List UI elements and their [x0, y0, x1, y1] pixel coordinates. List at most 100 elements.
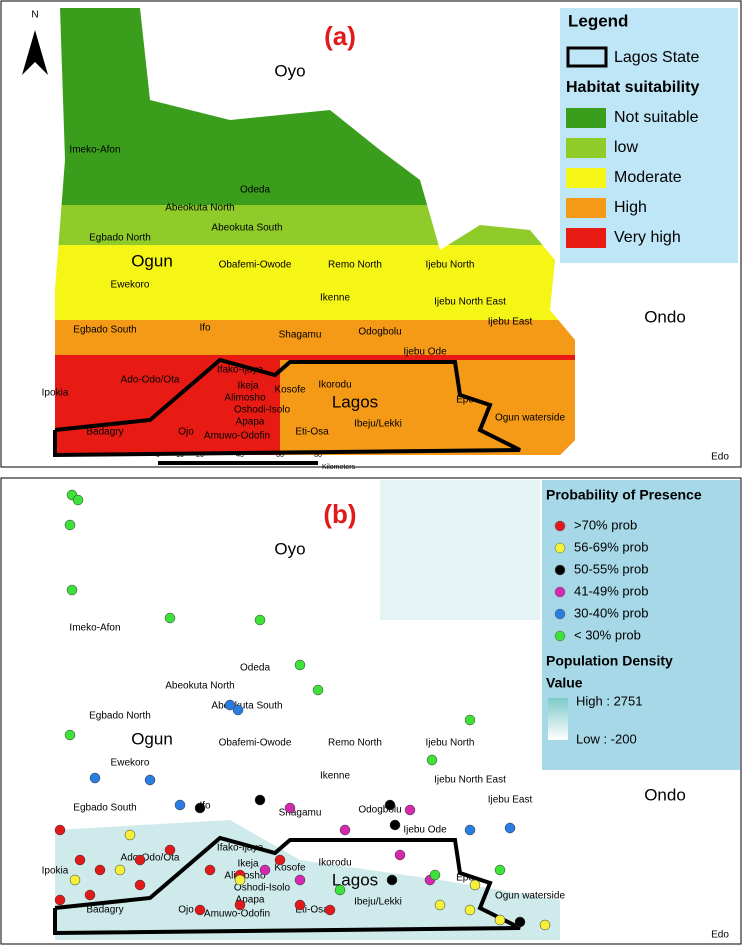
survey-point	[464, 824, 476, 836]
place-label: Obafemi-Owode	[219, 260, 292, 271]
legend-swatch	[566, 228, 606, 248]
place-label: Ifako-Ijaye	[217, 843, 264, 854]
place-label: Kosofe	[274, 385, 306, 396]
place-label: Ijebu East	[488, 795, 533, 806]
legend-label: Moderate	[614, 169, 682, 186]
survey-point	[539, 919, 551, 931]
place-label: Oshodi-Isolo	[234, 405, 291, 416]
place-label: Ogun	[131, 251, 173, 270]
scale-tick: 20	[196, 452, 204, 459]
place-label: Egbado North	[89, 711, 151, 722]
survey-point	[274, 854, 286, 866]
place-label: Lagos	[332, 392, 378, 411]
place-label: Badagry	[86, 427, 123, 438]
place-label: Epe	[456, 395, 474, 406]
survey-point	[114, 864, 126, 876]
panel-label: (b)	[323, 499, 356, 529]
legend-label: Not suitable	[614, 109, 699, 126]
place-label: Ibeju/Lekki	[354, 419, 402, 430]
survey-point	[134, 854, 146, 866]
survey-point	[284, 802, 296, 814]
survey-point	[312, 684, 324, 696]
place-label: Ogun	[131, 729, 173, 748]
legend-swatch	[554, 586, 566, 598]
survey-point	[89, 772, 101, 784]
legend-label: 56-69% prob	[574, 539, 648, 554]
survey-point	[234, 874, 246, 886]
survey-point	[164, 612, 176, 624]
survey-point	[232, 704, 244, 716]
place-label: Oyo	[274, 61, 305, 80]
survey-point	[294, 659, 306, 671]
place-label: Imeko-Afon	[69, 145, 120, 156]
legend-subtitle: Population Density	[546, 653, 673, 669]
legend-title: Legend	[568, 11, 628, 30]
survey-point	[66, 584, 78, 596]
place-label: Epe	[456, 873, 474, 884]
place-label: Lagos	[332, 870, 378, 889]
survey-point	[514, 916, 526, 928]
place-label: Ewekoro	[111, 758, 150, 769]
place-label: Badagry	[86, 905, 123, 916]
survey-point	[464, 714, 476, 726]
survey-point	[94, 864, 106, 876]
survey-point	[389, 819, 401, 831]
place-label: Abeokuta North	[165, 203, 235, 214]
legend-swatch	[554, 608, 566, 620]
survey-point	[384, 799, 396, 811]
legend-swatch	[566, 46, 608, 68]
survey-point	[494, 914, 506, 926]
survey-point	[124, 829, 136, 841]
legend-label: Low : -200	[576, 731, 637, 746]
survey-point	[494, 864, 506, 876]
place-label: Oshodi-Isolo	[234, 883, 291, 894]
survey-point	[224, 699, 236, 711]
place-label: Ijebu Ode	[403, 347, 447, 358]
place-label: Egbado South	[73, 803, 136, 814]
place-label: Ijebu North East	[434, 775, 506, 786]
place-label: Apapa	[236, 895, 265, 906]
place-label: Ibeju/Lekki	[354, 897, 402, 908]
legend-label: >70% prob	[574, 517, 637, 532]
survey-point	[504, 822, 516, 834]
survey-point	[404, 804, 416, 816]
survey-point	[74, 854, 86, 866]
place-label: Ipokia	[42, 388, 69, 399]
survey-point	[174, 799, 186, 811]
legend-swatch	[554, 542, 566, 554]
place-label: Ijebu Ode	[403, 825, 447, 836]
place-label: Ikeja	[237, 381, 259, 392]
legend-swatch	[566, 198, 606, 218]
legend-subtitle: Habitat suitability	[566, 79, 699, 96]
legend-label: 30-40% prob	[574, 605, 648, 620]
survey-point	[464, 904, 476, 916]
survey-point	[84, 889, 96, 901]
survey-point	[469, 879, 481, 891]
place-label: Abeokuta South	[211, 701, 282, 712]
survey-point	[334, 884, 346, 896]
place-label: Imeko-Afon	[69, 623, 120, 634]
place-label: Odogbolu	[358, 327, 401, 338]
legend-box	[560, 8, 738, 263]
survey-point	[204, 864, 216, 876]
survey-point	[54, 824, 66, 836]
survey-point	[254, 794, 266, 806]
survey-point	[324, 904, 336, 916]
place-label: Abeokuta North	[165, 681, 235, 692]
place-label: Shagamu	[279, 808, 322, 819]
place-label: Amuwo-Odofin	[204, 909, 270, 920]
place-label: Oyo	[274, 539, 305, 558]
place-label: Alimosho	[224, 871, 266, 882]
survey-point	[134, 879, 146, 891]
survey-point	[426, 754, 438, 766]
place-label: Amuwo-Odofin	[204, 431, 270, 442]
survey-point	[194, 802, 206, 814]
survey-point	[194, 904, 206, 916]
legend-label: 50-55% prob	[574, 561, 648, 576]
scale-tick: 40	[236, 452, 244, 459]
legend-swatch	[566, 168, 606, 188]
north-arrow	[22, 30, 48, 75]
survey-point	[294, 899, 306, 911]
legend-subtitle: Value	[546, 675, 583, 691]
